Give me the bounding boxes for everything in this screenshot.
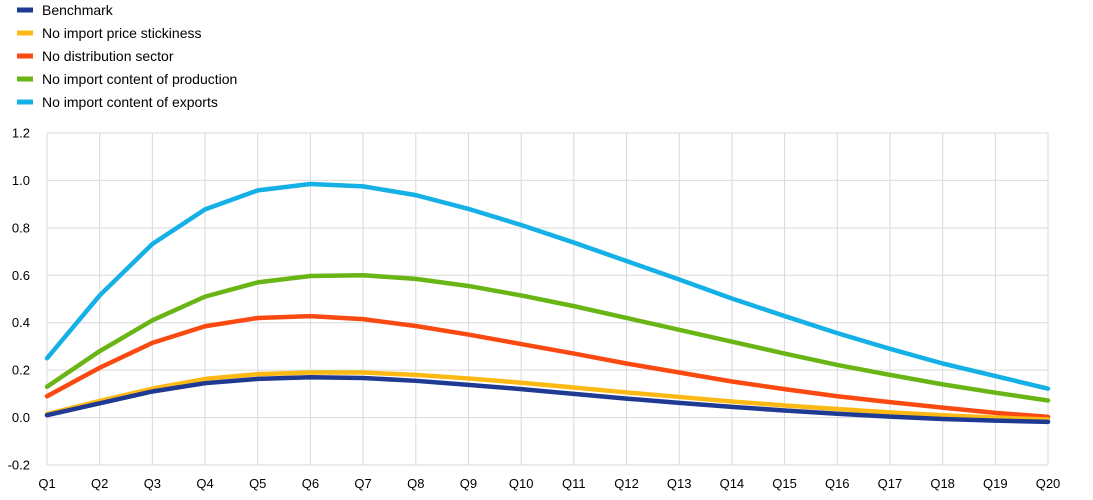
series-line-1	[44, 375, 1051, 425]
y-tick-label: 0.8	[12, 220, 30, 235]
y-tick-label: 1.2	[12, 126, 30, 141]
x-tick-label: Q15	[772, 476, 797, 491]
series-lines	[44, 181, 1051, 425]
x-tick-label: Q2	[91, 476, 108, 491]
x-tick-label: Q4	[196, 476, 213, 491]
x-tick-label: Q17	[878, 476, 903, 491]
legend-swatch-3	[17, 53, 33, 59]
legend-swatch-5	[17, 99, 33, 105]
legend-label-2: No import price stickiness	[42, 25, 202, 41]
series-line-3	[44, 313, 1051, 420]
series-line-5	[44, 181, 1051, 391]
legend-label-1: Benchmark	[42, 2, 114, 18]
x-tick-label: Q5	[249, 476, 266, 491]
x-tick-label: Q6	[302, 476, 319, 491]
legend-swatch-1	[17, 7, 33, 13]
legend-label-3: No distribution sector	[42, 48, 174, 64]
series-line-4	[44, 273, 1051, 403]
x-tick-label: Q7	[354, 476, 371, 491]
x-axis-tick-labels: Q1 Q2 Q3 Q4 Q5 Q6 Q7 Q8 Q9 Q10 Q11 Q12 Q13 Q14 Q15 Q16 Q…	[38, 476, 1060, 491]
x-tick-label: Q16	[825, 476, 850, 491]
x-tick-label: Q10	[509, 476, 534, 491]
x-tick-label: Q8	[407, 476, 424, 491]
x-tick-label: Q18	[930, 476, 955, 491]
x-tick-label: Q3	[144, 476, 161, 491]
legend: Benchmark No import price stickiness No di…	[17, 2, 237, 110]
x-tick-label: Q11	[562, 476, 586, 491]
x-tick-label: Q1	[38, 476, 55, 491]
legend-label-4: No import content of production	[42, 71, 237, 87]
legend-swatch-2	[17, 30, 33, 36]
legend-swatch-4	[17, 76, 33, 82]
y-tick-label: 0.4	[12, 315, 30, 330]
x-tick-label: Q20	[1036, 476, 1061, 491]
y-tick-label: 0.2	[12, 363, 30, 378]
x-tick-label: Q14	[720, 476, 745, 491]
x-tick-label: Q13	[667, 476, 692, 491]
y-tick-label: 1.0	[12, 173, 30, 188]
x-tick-label: Q19	[983, 476, 1008, 491]
x-tick-label: Q9	[460, 476, 477, 491]
y-tick-label: 0.6	[12, 268, 30, 283]
y-axis-tick-labels: -0.2 0.0 0.2 0.4 0.6 0.8 1.0 1.2	[8, 126, 30, 473]
y-tick-label: 0.0	[12, 410, 30, 425]
y-tick-label: -0.2	[8, 458, 30, 473]
legend-label-5: No import content of exports	[42, 94, 218, 110]
series-line-2	[44, 370, 1051, 422]
x-tick-label: Q12	[614, 476, 639, 491]
